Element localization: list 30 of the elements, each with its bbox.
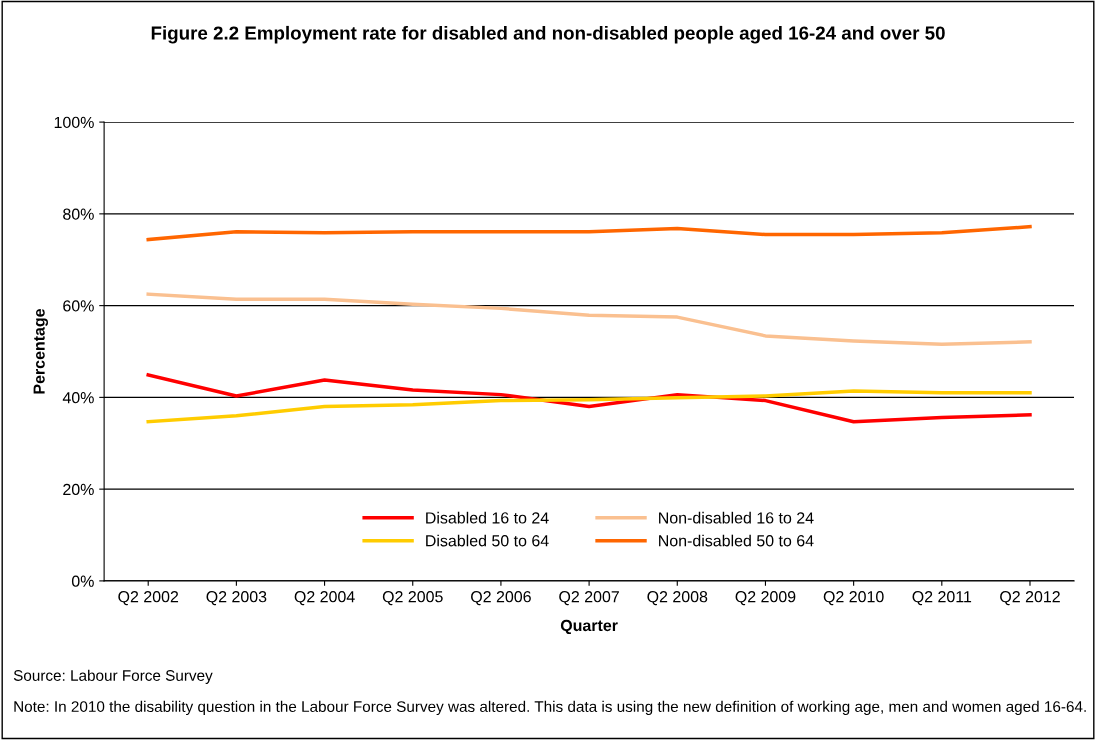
y-tick-label: 80%	[63, 208, 94, 220]
x-tick-label: Q2 2009	[735, 591, 796, 606]
x-tick-label: Q2 2008	[647, 591, 708, 606]
x-tick-label: Q2 2004	[294, 591, 355, 606]
y-tick-label: 60%	[63, 300, 94, 312]
legend-label: Non-disabled 16 to 24	[659, 511, 814, 524]
x-tick-label: Q2 2010	[823, 591, 884, 606]
x-tick-label: Q2 2006	[471, 591, 531, 606]
y-tick-label: 0%	[71, 575, 94, 587]
line-series	[146, 373, 1032, 424]
line-series	[146, 389, 1032, 424]
y-tick-label: 100%	[54, 116, 94, 129]
legend-label: Disabled 16 to 24	[426, 511, 549, 524]
source-note: Source: Labour Force Survey	[13, 669, 213, 684]
line-series	[146, 224, 1032, 242]
x-tick-label: Q2 2012	[1000, 591, 1060, 606]
line-series	[146, 292, 1032, 346]
x-tick-label: Q2 2011	[912, 591, 972, 606]
y-axis-title: Percentage	[33, 308, 48, 394]
x-axis-title: Quarter	[560, 619, 618, 635]
text: Note: In 2010 the disability question in the Labour Force Survey was altered. This data is using the new definition of working age, men and women aged 16-64.	[14, 700, 1086, 716]
x-tick-label: Q2 2002	[118, 591, 179, 606]
y-tick-label: 20%	[63, 483, 94, 496]
x-tick-label: Q2 2005	[382, 591, 443, 606]
legend-label: Disabled 50 to 64	[426, 534, 549, 547]
x-tick-label: Q2 2003	[206, 591, 267, 606]
x-tick-label: Q2 2007	[559, 591, 619, 606]
legend-label: Non-disabled 50 to 64	[659, 534, 814, 547]
y-tick-label: 40%	[62, 392, 94, 404]
chart-title: Figure 2.2 Employment rate for disabled and non-disabled people aged 16-24 and over 50	[151, 25, 945, 44]
